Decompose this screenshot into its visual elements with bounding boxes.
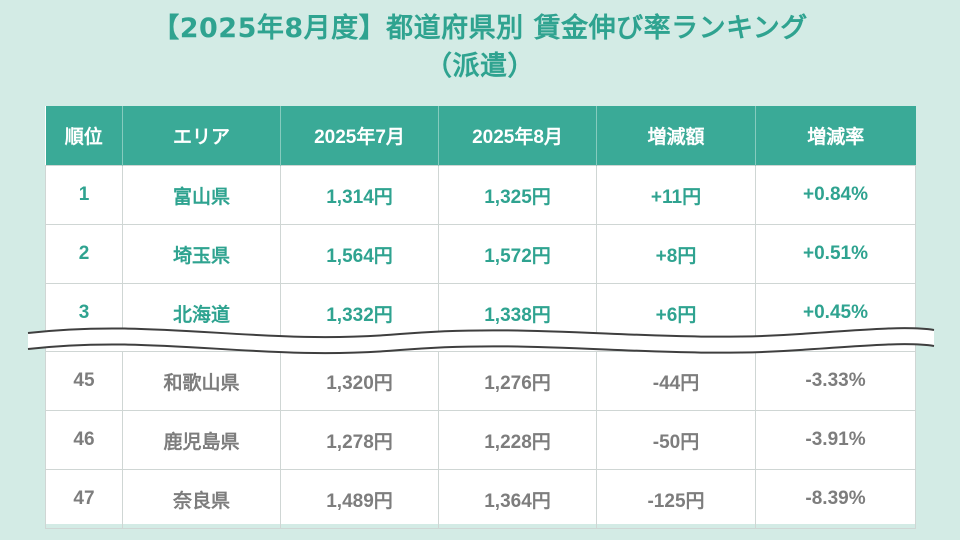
header-august: 2025年8月 bbox=[438, 106, 597, 166]
cell-area: 鹿児島県 bbox=[122, 410, 281, 470]
cell-august: 1,325円 bbox=[438, 165, 597, 225]
cell-july: 1,564円 bbox=[280, 224, 439, 284]
cell-august: 1,276円 bbox=[438, 351, 597, 411]
table-row: 46 鹿児島県 1,278円 1,228円 -50円 -3.91% bbox=[45, 410, 916, 470]
cell-change-rate: -3.33% bbox=[755, 351, 916, 411]
cell-change-rate: -8.39% bbox=[755, 469, 916, 529]
table-row: 1 富山県 1,314円 1,325円 +11円 +0.84% bbox=[45, 165, 916, 225]
header-july: 2025年7月 bbox=[280, 106, 439, 166]
table-break-cell bbox=[45, 342, 916, 352]
table-row: 3 北海道 1,332円 1,338円 +6円 +0.45% bbox=[45, 283, 916, 343]
cell-august: 1,364円 bbox=[438, 469, 597, 529]
table-row: 47 奈良県 1,489円 1,364円 -125円 -8.39% bbox=[45, 469, 916, 529]
cell-july: 1,278円 bbox=[280, 410, 439, 470]
cell-area: 和歌山県 bbox=[122, 351, 281, 411]
cell-change-amount: -50円 bbox=[596, 410, 756, 470]
cell-august: 1,572円 bbox=[438, 224, 597, 284]
cell-rank: 46 bbox=[45, 410, 123, 470]
cell-august: 1,228円 bbox=[438, 410, 597, 470]
ranking-table: 順位 エリア 2025年7月 2025年8月 増減額 増減率 1 富山県 1,3… bbox=[45, 106, 916, 529]
header-change-rate: 増減率 bbox=[755, 106, 916, 166]
cell-change-rate: +0.84% bbox=[755, 165, 916, 225]
cell-august: 1,338円 bbox=[438, 283, 597, 343]
cell-rank: 3 bbox=[45, 283, 123, 343]
cell-rank: 1 bbox=[45, 165, 123, 225]
cell-area: 埼玉県 bbox=[122, 224, 281, 284]
cell-change-amount: -125円 bbox=[596, 469, 756, 529]
cell-july: 1,489円 bbox=[280, 469, 439, 529]
title-line-1: 【2025年8月度】都道府県別 賃金伸び率ランキング bbox=[152, 13, 808, 44]
page-title: 【2025年8月度】都道府県別 賃金伸び率ランキング （派遣） bbox=[0, 10, 960, 86]
header-area: エリア bbox=[122, 106, 281, 166]
cell-area: 北海道 bbox=[122, 283, 281, 343]
cell-rank: 2 bbox=[45, 224, 123, 284]
cell-area: 奈良県 bbox=[122, 469, 281, 529]
cell-change-amount: +11円 bbox=[596, 165, 756, 225]
cell-rank: 45 bbox=[45, 351, 123, 411]
cell-change-amount: +8円 bbox=[596, 224, 756, 284]
cell-change-rate: +0.51% bbox=[755, 224, 916, 284]
header-rank: 順位 bbox=[45, 106, 123, 166]
table-row: 45 和歌山県 1,320円 1,276円 -44円 -3.33% bbox=[45, 351, 916, 411]
cell-rank: 47 bbox=[45, 469, 123, 529]
cell-change-amount: -44円 bbox=[596, 351, 756, 411]
table-break-row bbox=[45, 342, 916, 352]
table-row: 2 埼玉県 1,564円 1,572円 +8円 +0.51% bbox=[45, 224, 916, 284]
cell-area: 富山県 bbox=[122, 165, 281, 225]
cell-change-rate: -3.91% bbox=[755, 410, 916, 470]
cell-july: 1,332円 bbox=[280, 283, 439, 343]
cell-july: 1,314円 bbox=[280, 165, 439, 225]
title-line-2: （派遣） bbox=[425, 51, 535, 82]
cell-july: 1,320円 bbox=[280, 351, 439, 411]
cell-change-amount: +6円 bbox=[596, 283, 756, 343]
table-header-row: 順位 エリア 2025年7月 2025年8月 増減額 増減率 bbox=[45, 106, 916, 166]
cell-change-rate: +0.45% bbox=[755, 283, 916, 343]
header-change-amount: 増減額 bbox=[596, 106, 756, 166]
